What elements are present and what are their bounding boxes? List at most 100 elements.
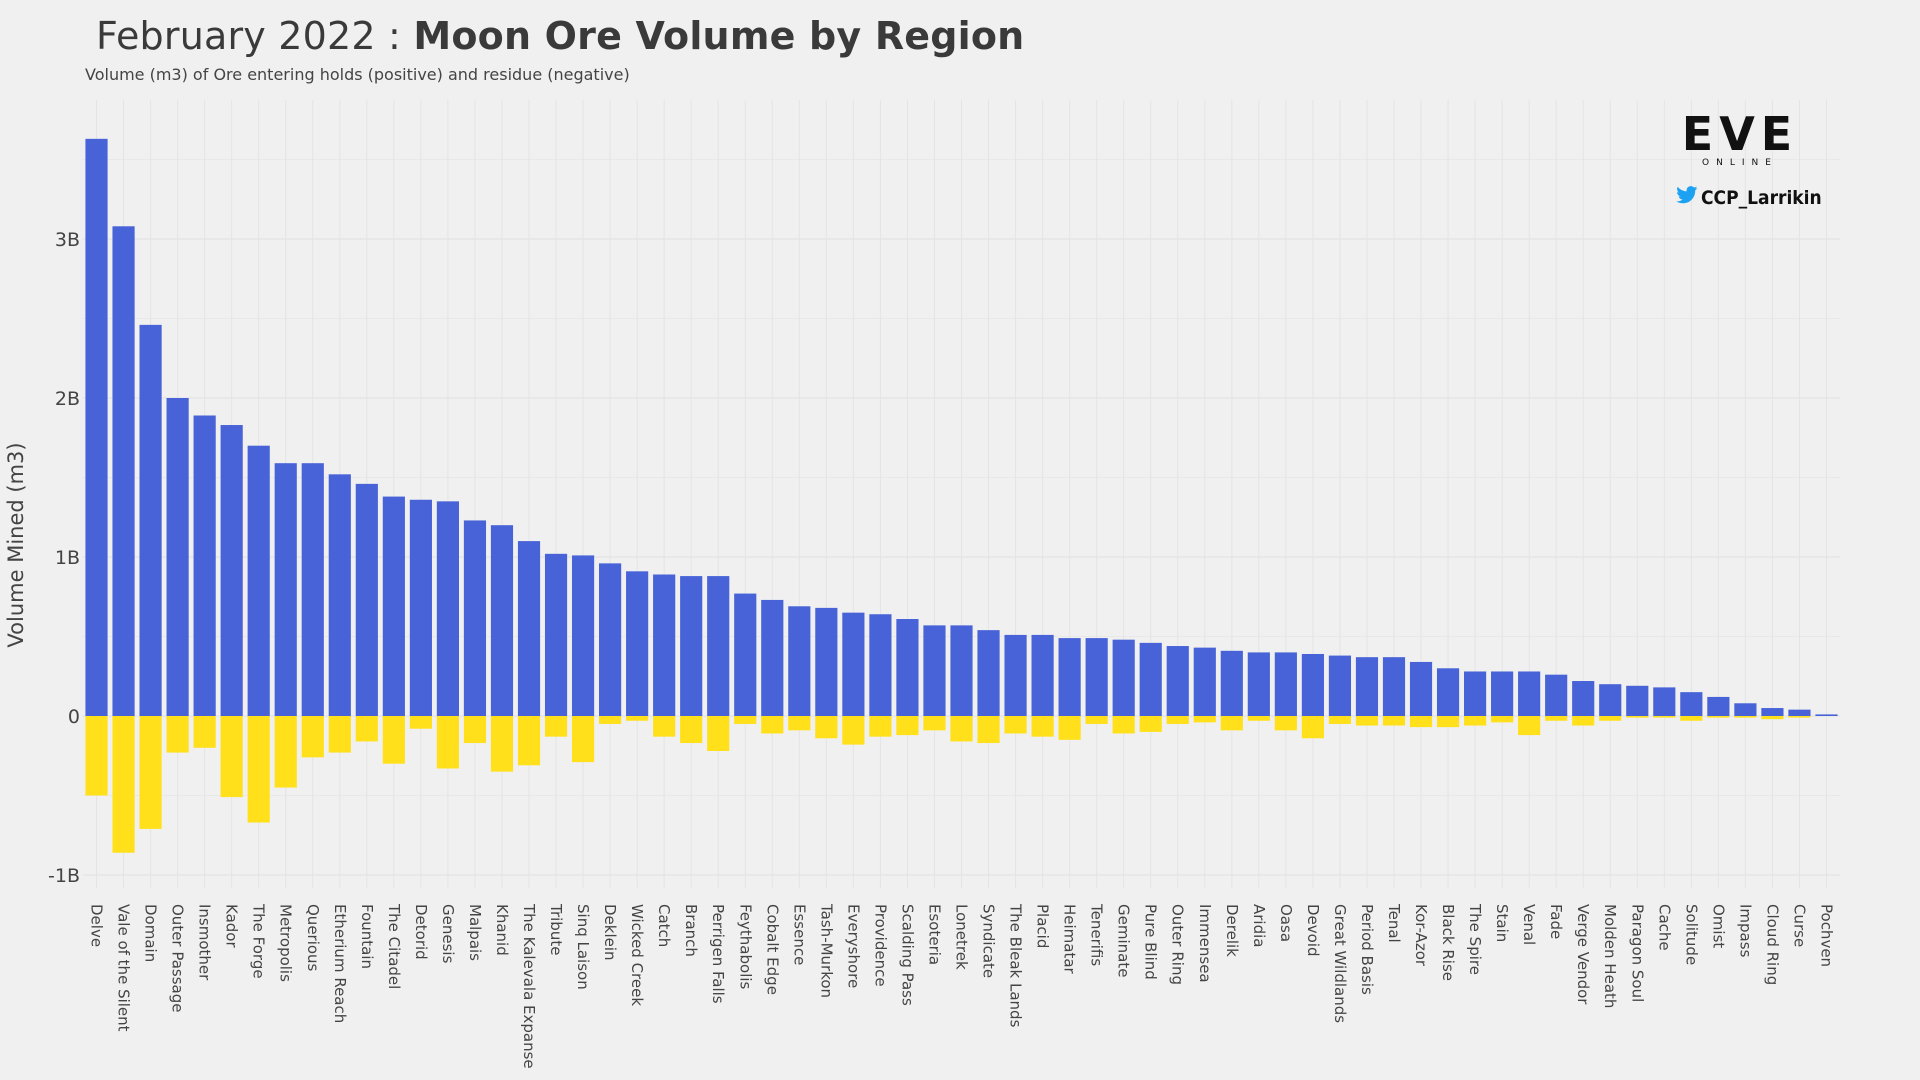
x-category-label: Insmother (196, 904, 214, 981)
bar-positive (1734, 703, 1757, 716)
bar-negative (842, 716, 865, 745)
x-category-label: Great Wildlands (1331, 904, 1349, 1023)
bar-negative (977, 716, 1000, 744)
bar-negative (409, 716, 432, 729)
bar-positive (1139, 642, 1162, 716)
y-tick-label: 0 (68, 706, 80, 728)
bar-positive (1274, 652, 1297, 716)
bar-positive (1464, 671, 1487, 716)
bar-negative (1058, 716, 1081, 740)
bar-negative (1112, 716, 1135, 734)
bar-positive (1572, 681, 1595, 716)
bar-positive (869, 614, 892, 716)
bar-positive (950, 625, 973, 716)
bar-negative (1004, 716, 1027, 734)
bar-positive (1085, 638, 1108, 716)
bar-negative (1166, 716, 1189, 724)
bar-positive (247, 445, 270, 716)
x-category-label: Lonetrek (953, 904, 971, 970)
bar-negative (599, 716, 622, 724)
bar-positive (571, 555, 595, 716)
x-category-label: Paragon Soul (1628, 904, 1646, 1002)
x-category-label: Sinq Laison (574, 904, 592, 990)
x-category-label: Geminate (1115, 904, 1133, 977)
x-category-label: Venal (1520, 904, 1538, 945)
y-axis-title: Volume Mined (m3) (4, 442, 28, 647)
x-category-label: Tribute (547, 903, 565, 955)
twitter-handle-text: CCP_Larrikin (1701, 186, 1822, 209)
bar-positive (544, 553, 568, 716)
bar-negative (193, 716, 216, 748)
bar-positive (1301, 653, 1324, 716)
bar-negative (1274, 716, 1297, 731)
bar-negative (1382, 716, 1406, 726)
x-category-label: The Spire (1466, 903, 1484, 975)
x-category-label: Pure Blind (1142, 904, 1160, 980)
bar-positive (842, 612, 865, 716)
bar-positive (1058, 638, 1081, 716)
x-category-label: Devoid (1304, 904, 1322, 957)
x-category-label: Essence (790, 904, 808, 965)
bar-negative (571, 716, 595, 763)
bar-positive (1004, 634, 1027, 716)
bar-positive (1599, 684, 1622, 716)
bar-positive (761, 599, 784, 716)
x-category-label: The Kalevala Expanse (520, 903, 538, 1069)
x-category-label: Querious (304, 904, 322, 972)
x-category-label: The Forge (250, 903, 268, 979)
x-category-label: Tenerifis (1088, 903, 1106, 966)
bar-negative (1031, 716, 1054, 737)
bar-negative (139, 716, 162, 829)
x-category-label: Malpais (466, 904, 484, 961)
bar-positive (1355, 657, 1379, 716)
x-category-label: Kor-Azor (1412, 904, 1430, 967)
bar-positive (1545, 674, 1568, 716)
bar-positive (85, 138, 108, 716)
x-category-label: Metropolis (277, 904, 295, 982)
bar-positive (1653, 687, 1676, 716)
x-category-label: Verge Vendor (1574, 904, 1592, 1005)
bar-positive (1491, 671, 1514, 716)
bars (85, 138, 1838, 853)
x-category-label: Providence (871, 904, 889, 987)
title-prefix: February 2022 : (96, 14, 414, 58)
x-category-label: Outer Passage (169, 904, 187, 1013)
y-tick-label: -1B (48, 865, 80, 887)
bar-negative (1653, 716, 1676, 718)
bar-negative (166, 716, 189, 753)
x-category-label: Deklein (601, 904, 619, 961)
x-category-label: Omist (1709, 904, 1727, 948)
bar-positive (382, 496, 405, 716)
x-category-label: Syndicate (980, 904, 998, 978)
bar-positive (355, 483, 378, 716)
bar-negative (653, 716, 676, 737)
x-category-label: Derelik (1223, 904, 1241, 957)
bar-positive (599, 563, 622, 716)
bar-positive (1518, 671, 1541, 716)
bar-negative (1680, 716, 1703, 721)
x-category-label: Fountain (358, 904, 376, 969)
x-category-label: Outer Ring (1169, 904, 1187, 985)
bar-negative (950, 716, 973, 742)
x-category-label: Vale of the Silent (115, 904, 133, 1032)
bar-positive (139, 324, 162, 716)
bar-positive (409, 499, 432, 716)
x-category-label: Tash-Murkon (817, 903, 835, 998)
bar-negative (1301, 716, 1324, 739)
bar-negative (626, 716, 649, 721)
x-category-label: The Bleak Lands (1007, 903, 1025, 1028)
bar-positive (1112, 639, 1135, 716)
bar-negative (85, 716, 108, 796)
twitter-bird-icon (1676, 186, 1698, 209)
bar-negative (1328, 716, 1352, 724)
x-category-label: Immensea (1196, 904, 1214, 983)
y-tick-label: 3B (55, 229, 80, 251)
bar-positive (463, 520, 487, 716)
bar-positive (1626, 685, 1649, 716)
bar-positive (193, 415, 216, 716)
bar-negative (734, 716, 757, 724)
bar-positive (653, 574, 676, 716)
x-category-label: Molden Heath (1601, 904, 1619, 1008)
bar-negative (761, 716, 784, 734)
x-category-label: Period Basis (1358, 904, 1376, 995)
